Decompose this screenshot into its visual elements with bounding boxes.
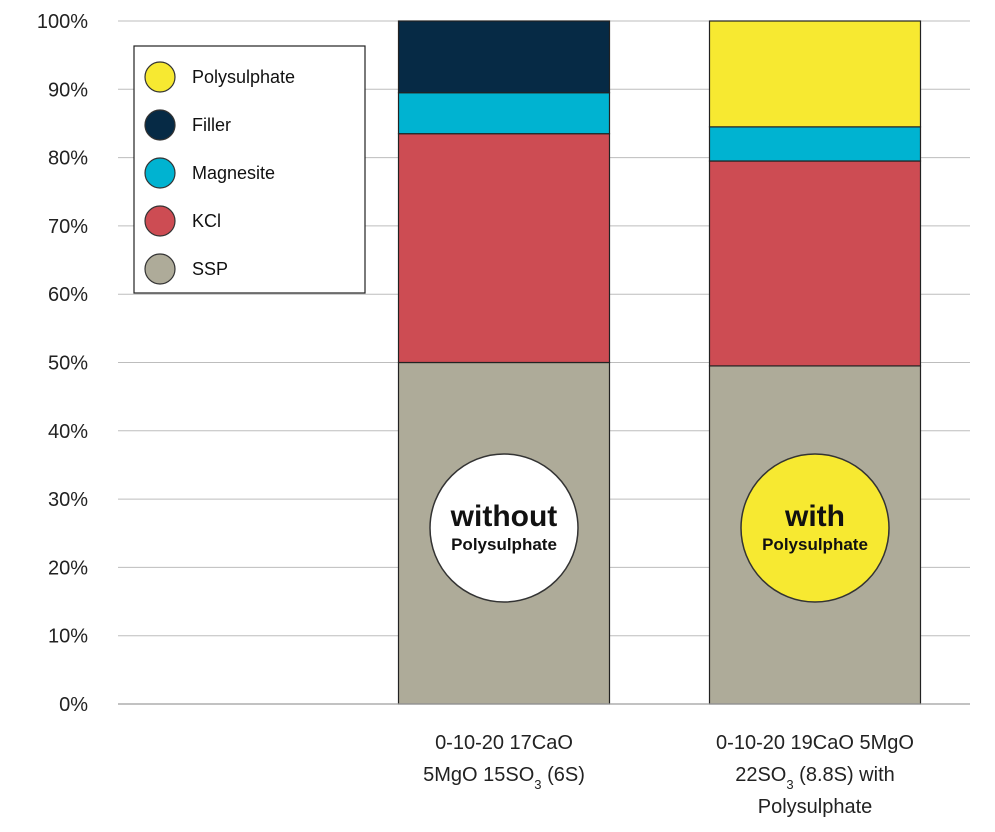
y-tick-label: 60%: [48, 284, 88, 306]
bar-segment-magnesite: [708, 126, 922, 162]
legend-swatch: [144, 109, 176, 141]
bar-segment-polysulphate: [708, 20, 922, 128]
badge-subtitle: Polysulphate: [762, 535, 868, 554]
label-line: (8.8S) with: [794, 764, 895, 786]
y-tick-label: 50%: [48, 353, 88, 375]
bar-segment-magnesite: [397, 92, 611, 135]
x-category-label: 0-10-20 17CaO 5MgO 15SO3 (6S): [423, 732, 585, 792]
subscript: 3: [786, 777, 793, 792]
x-category-label: 0-10-20 19CaO 5MgO 22SO3 (8.8S) with Polys…: [716, 732, 914, 818]
legend-swatch: [144, 157, 176, 189]
label-line: (6S): [542, 764, 585, 786]
label-line: Polysulphate: [758, 796, 873, 818]
y-tick-label: 70%: [48, 216, 88, 238]
bar-segment-kcl: [708, 160, 922, 367]
label-line: 0-10-20 17CaO: [435, 732, 573, 754]
y-tick-label: 40%: [48, 421, 88, 443]
label-line: 22SO: [735, 764, 786, 786]
y-tick-label: 90%: [48, 79, 88, 101]
legend-label: KCl: [192, 211, 221, 231]
y-tick-label: 100%: [37, 11, 88, 33]
y-tick-label: 20%: [48, 557, 88, 579]
label-line: 0-10-20 19CaO 5MgO: [716, 732, 914, 754]
y-tick-label: 80%: [48, 148, 88, 170]
without-polysulphate-badge: [429, 453, 579, 603]
y-tick-label: 30%: [48, 489, 88, 511]
legend-label: Filler: [192, 115, 231, 135]
bar-segment-filler: [397, 20, 611, 94]
y-tick-label: 10%: [48, 626, 88, 648]
bar-segment-kcl: [397, 133, 611, 364]
badge-subtitle: Polysulphate: [451, 535, 557, 554]
badge-title: with: [784, 500, 845, 533]
legend-label: Polysulphate: [192, 67, 295, 87]
legend-label: Magnesite: [192, 163, 275, 183]
legend-swatch: [144, 253, 176, 285]
badge-title: without: [450, 500, 558, 533]
label-line: 5MgO 15SO: [423, 764, 534, 786]
with-polysulphate-badge: [740, 453, 890, 603]
legend-swatch: [144, 205, 176, 237]
y-tick-label: 0%: [59, 694, 88, 716]
legend-swatch: [144, 61, 176, 93]
legend-label: SSP: [192, 259, 228, 279]
subscript: 3: [534, 777, 541, 792]
